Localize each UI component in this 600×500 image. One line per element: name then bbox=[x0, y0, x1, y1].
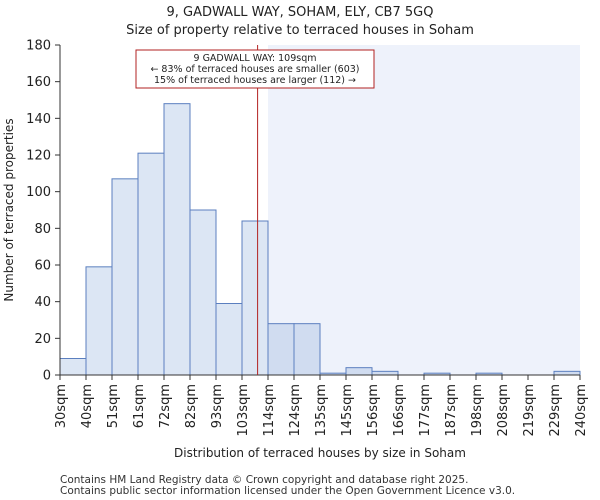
x-tick-label: 30sqm bbox=[54, 384, 69, 428]
y-tick-label: 60 bbox=[34, 259, 51, 274]
y-axis-label: Number of terraced properties bbox=[2, 118, 16, 301]
histogram-bar bbox=[241, 220, 269, 376]
y-tick-label: 140 bbox=[26, 112, 51, 127]
histogram-bar bbox=[215, 303, 243, 376]
x-tick-label: 187sqm bbox=[444, 384, 459, 437]
x-tick-label: 240sqm bbox=[574, 384, 589, 437]
annotation-box bbox=[135, 49, 375, 89]
x-tick-label: 124sqm bbox=[288, 384, 303, 437]
x-tick-label: 177sqm bbox=[418, 384, 433, 437]
histogram-bar bbox=[293, 323, 321, 376]
x-tick-label: 198sqm bbox=[470, 384, 485, 437]
x-tick-label: 114sqm bbox=[262, 384, 277, 437]
chart-title: 9, GADWALL WAY, SOHAM, ELY, CB7 5GQ bbox=[166, 5, 434, 20]
x-tick-label: 40sqm bbox=[80, 384, 95, 428]
histogram-bar bbox=[137, 152, 165, 376]
histogram-bar bbox=[267, 323, 295, 376]
x-tick-label: 61sqm bbox=[132, 384, 147, 428]
y-tick-label: 20 bbox=[34, 332, 51, 347]
x-tick-label: 229sqm bbox=[548, 384, 563, 437]
x-tick-label: 93sqm bbox=[210, 384, 225, 428]
x-tick-label: 72sqm bbox=[158, 384, 173, 428]
histogram-bar bbox=[163, 103, 191, 376]
x-tick-label: 166sqm bbox=[392, 384, 407, 437]
larger-houses-shade bbox=[268, 45, 580, 375]
y-tick-label: 0 bbox=[43, 369, 51, 384]
histogram-bar bbox=[85, 266, 113, 376]
x-tick-label: 208sqm bbox=[496, 384, 511, 437]
x-tick-label: 103sqm bbox=[236, 384, 251, 437]
annotation-line-1: 9 GADWALL WAY: 109sqm bbox=[194, 53, 317, 64]
histogram-bar bbox=[371, 370, 399, 376]
x-tick-label: 156sqm bbox=[366, 384, 381, 437]
footer-line-2: Contains public sector information licen… bbox=[60, 485, 516, 497]
chart-subtitle: Size of property relative to terraced ho… bbox=[126, 23, 474, 38]
histogram-bar bbox=[59, 358, 87, 376]
property-annotation: 9 GADWALL WAY: 109sqm ← 83% of terraced … bbox=[135, 49, 375, 89]
x-tick-label: 145sqm bbox=[340, 384, 355, 437]
x-tick-label: 135sqm bbox=[314, 384, 329, 437]
y-tick-label: 100 bbox=[26, 185, 51, 200]
y-tick-label: 120 bbox=[26, 149, 51, 164]
histogram-bar bbox=[553, 370, 581, 376]
y-tick-label: 40 bbox=[34, 295, 51, 310]
histogram-bar bbox=[111, 178, 139, 376]
footer-line-1: Contains HM Land Registry data © Crown c… bbox=[60, 474, 469, 486]
histogram-bar bbox=[345, 367, 373, 376]
y-tick-label: 160 bbox=[26, 75, 51, 90]
histogram-bar bbox=[189, 209, 217, 376]
annotation-line-2: ← 83% of terraced houses are smaller (60… bbox=[150, 64, 359, 75]
y-tick-label: 180 bbox=[26, 39, 51, 54]
x-axis-label: Distribution of terraced houses by size … bbox=[174, 446, 466, 460]
x-tick-label: 82sqm bbox=[184, 384, 199, 428]
x-tick-label: 219sqm bbox=[522, 384, 537, 437]
y-tick-label: 80 bbox=[34, 222, 51, 237]
x-tick-label: 51sqm bbox=[106, 384, 121, 428]
annotation-line-3: 15% of terraced houses are larger (112) … bbox=[154, 75, 356, 86]
